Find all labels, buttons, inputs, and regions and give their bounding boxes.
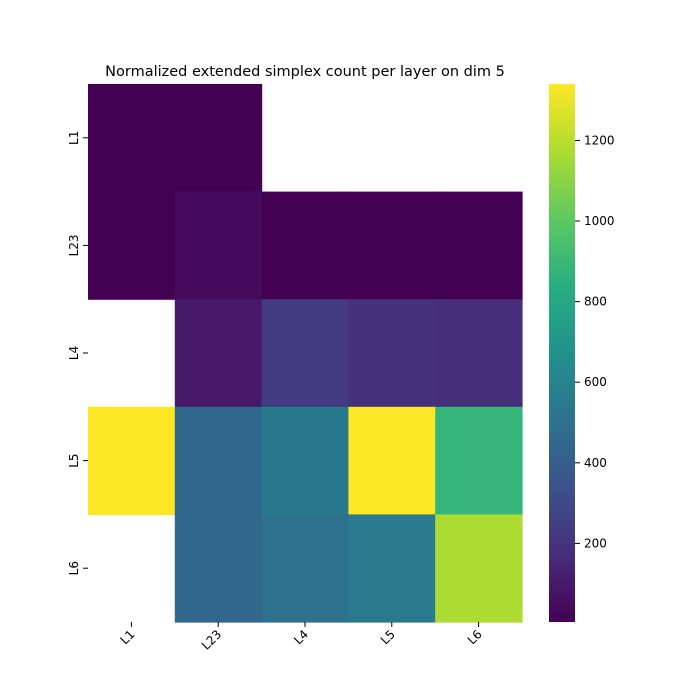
heatmap-cell-l6-l23 — [174, 514, 263, 623]
heatmap-cell-l23-l23 — [174, 191, 263, 300]
heatmap-cell-l5-l4 — [261, 406, 349, 515]
heatmap-cell-l4-l4 — [261, 299, 349, 408]
y-tick-label: L6 — [67, 561, 81, 575]
heatmap-cell-l23-l4 — [261, 191, 349, 300]
y-tick-label: L5 — [67, 453, 81, 467]
heatmap-cell-l4-l6 — [435, 299, 523, 408]
heatmap-cell-l5-l1 — [88, 406, 176, 515]
heatmap-cell-l1-l1 — [88, 84, 176, 193]
heatmap-cell-l23-l5 — [348, 191, 436, 300]
colorbar-tick-label: 1000 — [584, 214, 615, 228]
heatmap-cell-l4-l23 — [174, 299, 263, 408]
y-axis-ticks: L1 L23 L4 L5 L6 — [67, 131, 88, 575]
y-tick-label: L4 — [67, 346, 81, 360]
heatmap-cell-l5-l6 — [435, 406, 523, 515]
heatmap-cell-l1-l23 — [174, 84, 263, 193]
colorbar-tick-label: 800 — [584, 295, 607, 309]
colorbar-tick-label: 1200 — [584, 133, 615, 147]
heatmap-cell-l6-l5 — [348, 514, 436, 623]
x-tick-label: L23 — [199, 627, 224, 652]
heatmap-cell-l4-l5 — [348, 299, 436, 408]
heatmap-cell-l6-l4 — [261, 514, 349, 623]
y-tick-label: L1 — [67, 131, 81, 145]
chart-title: Normalized extended simplex count per la… — [105, 64, 505, 80]
heatmap-cell-l23-l1 — [88, 191, 176, 300]
heatmap-cell-l23-l6 — [435, 191, 523, 300]
heatmap-cell-l5-l23 — [174, 406, 263, 515]
x-tick-label: L1 — [117, 627, 137, 647]
colorbar-ticks: 200 400 600 800 1000 1200 — [575, 133, 615, 550]
heatmap-cell-l6-l6 — [435, 514, 523, 623]
x-tick-label: L5 — [378, 627, 398, 647]
heatmap-cell-l5-l5 — [348, 406, 436, 515]
colorbar-tick-label: 200 — [584, 536, 607, 550]
heatmap-cells — [88, 84, 523, 623]
x-tick-label: L6 — [465, 627, 485, 647]
x-axis-ticks: L1 L23 L4 L5 L6 — [117, 622, 485, 653]
colorbar-tick-label: 400 — [584, 456, 607, 470]
colorbar-tick-label: 600 — [584, 375, 607, 389]
x-tick-label: L4 — [291, 627, 311, 647]
y-tick-label: L23 — [67, 234, 81, 256]
colorbar — [549, 84, 575, 622]
